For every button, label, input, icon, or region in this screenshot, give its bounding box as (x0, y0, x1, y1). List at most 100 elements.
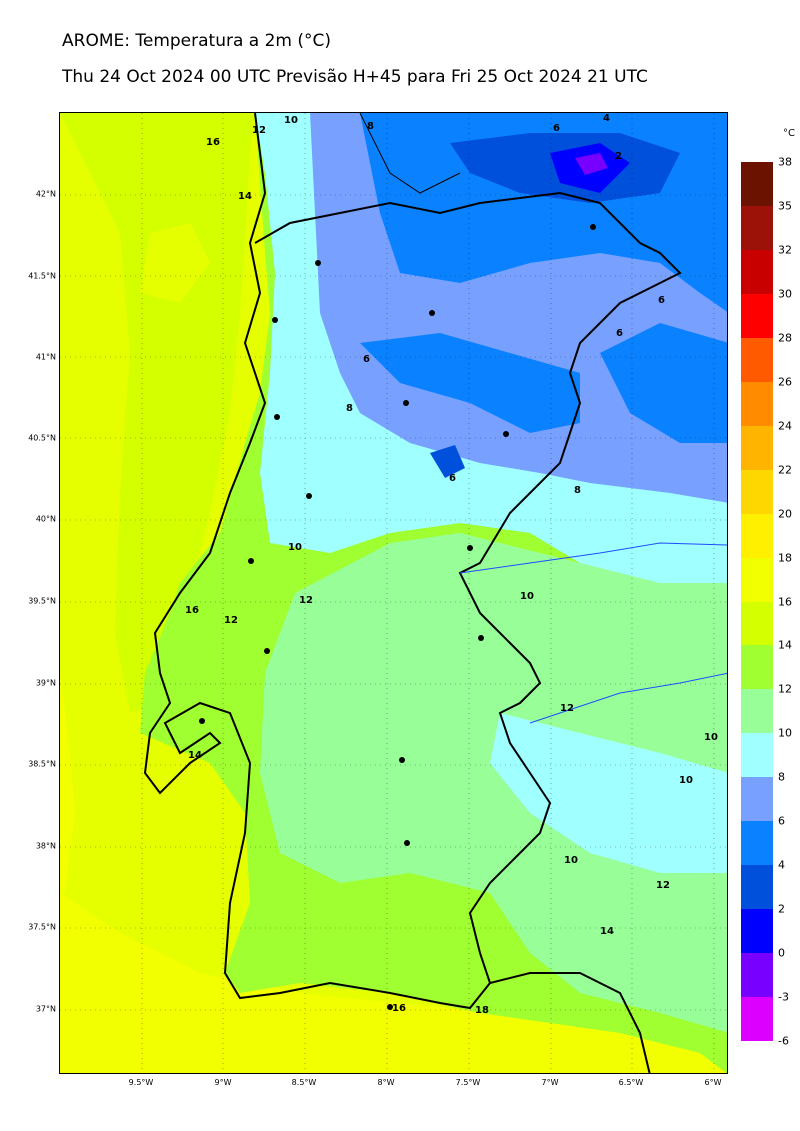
colorbar-tick-label: 0 (778, 946, 785, 960)
colorbar-tick-label: 28 (778, 331, 792, 345)
colorbar-segment (741, 162, 773, 206)
contour-label: 4 (603, 113, 610, 124)
city-markers (199, 224, 596, 1010)
colorbar-tick-label: 14 (778, 638, 792, 652)
central-cold-6 (360, 333, 580, 433)
map-title: AROME: Temperatura a 2m (°C) (62, 31, 332, 51)
colorbar-segment (741, 249, 773, 294)
colorbar-segment (741, 337, 773, 382)
contour-label: 8 (346, 403, 353, 414)
contour-label: 6 (363, 354, 370, 365)
contour-label: 12 (224, 615, 238, 626)
map-canvas: 16 12 10 8 6 4 2 14 6 6 6 8 6 8 10 12 10… (60, 113, 727, 1073)
colorbar-segment (741, 513, 773, 558)
offshore-patch (140, 223, 210, 303)
coastline (143, 113, 651, 1073)
spain-border (254, 191, 682, 984)
contour-label: 16 (185, 605, 199, 616)
colorbar-tick-label: 18 (778, 551, 792, 565)
colorbar-segment (741, 777, 773, 822)
contour-label: 12 (560, 703, 574, 714)
colorbar-tick-label: 8 (778, 770, 785, 784)
colorbar-tick-label: 6 (778, 814, 785, 828)
contour-label: 16 (392, 1003, 406, 1014)
lon-tick-label: 8°W (377, 1078, 395, 1087)
contour-label: 14 (188, 750, 202, 761)
lon-tick-label: 7°W (541, 1078, 559, 1087)
lon-tick-label: 6°W (704, 1078, 722, 1087)
lon-tick-label: 7.5°W (455, 1078, 481, 1087)
colorbar-tick-label: 16 (778, 595, 792, 608)
colorbar-segment (741, 469, 773, 514)
colorbar-segment (741, 733, 773, 778)
colorbar-segment (741, 689, 773, 734)
contour-label: 16 (206, 137, 220, 148)
colorbar-segment (741, 425, 773, 470)
contour-label: 8 (574, 485, 581, 496)
colorbar-tick-label: 30 (778, 287, 792, 301)
southern-warm-area (60, 893, 727, 1073)
lat-tick-label: 37.5°N (28, 922, 56, 932)
lat-tick-label: 41°N (35, 352, 56, 362)
contour-labels: 16 12 10 8 6 4 2 14 6 6 6 8 6 8 10 12 10… (185, 113, 718, 1016)
contour-label: 10 (704, 732, 718, 743)
contour-label: 10 (288, 542, 302, 553)
contour-label: 6 (658, 295, 665, 306)
contour-label: 14 (600, 926, 614, 937)
contour-label: 6 (616, 328, 623, 339)
colorbar-segment (741, 557, 773, 602)
colorbar-segment (741, 821, 773, 866)
contour-label: 10 (679, 775, 693, 786)
contour-label: 6 (553, 123, 560, 134)
colorbar-tick-label: 12 (778, 682, 792, 696)
lat-tick-label: 39.5°N (28, 596, 56, 606)
colorbar-tick-label: 35 (778, 199, 792, 213)
colorbar-unit: °C (783, 128, 795, 139)
land-0 (575, 153, 608, 175)
lat-tick-label: 40.5°N (28, 433, 56, 443)
temperature-map: 16 12 10 8 6 4 2 14 6 6 6 8 6 8 10 12 10… (59, 112, 728, 1074)
contour-label: 6 (449, 473, 456, 484)
colorbar-tick-label: 22 (778, 463, 792, 477)
colorbar-segment (741, 293, 773, 338)
colorbar-tick-label: 24 (778, 419, 792, 433)
map-subtitle: Thu 24 Oct 2024 00 UTC Previsão H+45 par… (62, 67, 648, 87)
colorbar-tick-label: 2 (778, 902, 785, 916)
lat-tick-label: 38°N (35, 841, 56, 851)
colorbar-tick-label: 32 (778, 243, 792, 257)
contour-label: 12 (299, 595, 313, 606)
colorbar-tick-label: 26 (778, 375, 792, 389)
colorbar-segment (741, 601, 773, 646)
interior-cool-10 (490, 713, 727, 873)
lon-tick-label: 9°W (214, 1078, 232, 1087)
contour-label: 2 (615, 151, 622, 162)
colorbar-segment (741, 205, 773, 250)
small-cold-pocket (430, 445, 465, 478)
lat-tick-label: 40°N (35, 514, 56, 524)
western-warm-area (60, 673, 75, 893)
colorbar-segment (741, 997, 773, 1042)
galicia-border (359, 113, 461, 194)
colorbar-segment (741, 645, 773, 690)
colorbar-tick-label: 4 (778, 858, 785, 872)
colorbar-tick-label: 38 (778, 155, 792, 169)
colorbar-segment (741, 953, 773, 998)
colorbar-tick-label: 10 (778, 726, 792, 740)
guadiana-river (529, 672, 727, 724)
graticule (60, 113, 727, 1073)
lat-tick-label: 38.5°N (28, 759, 56, 769)
colorbar-segment (741, 909, 773, 954)
contour-label: 18 (475, 1005, 489, 1016)
colorbar-segment (741, 381, 773, 426)
lon-tick-label: 9.5°W (128, 1078, 154, 1087)
contour-label: 8 (367, 121, 374, 132)
contour-label: 10 (564, 855, 578, 866)
lat-tick-label: 37°N (35, 1004, 56, 1014)
colorbar (741, 162, 773, 1042)
contour-label: 12 (252, 125, 266, 136)
colorbar-tick-label: 20 (778, 507, 792, 521)
colorbar-tick-label: -6 (778, 1034, 789, 1048)
tagus-river (459, 542, 727, 574)
contour-label: 10 (520, 591, 534, 602)
colorbar-tick-label: -3 (778, 990, 789, 1004)
